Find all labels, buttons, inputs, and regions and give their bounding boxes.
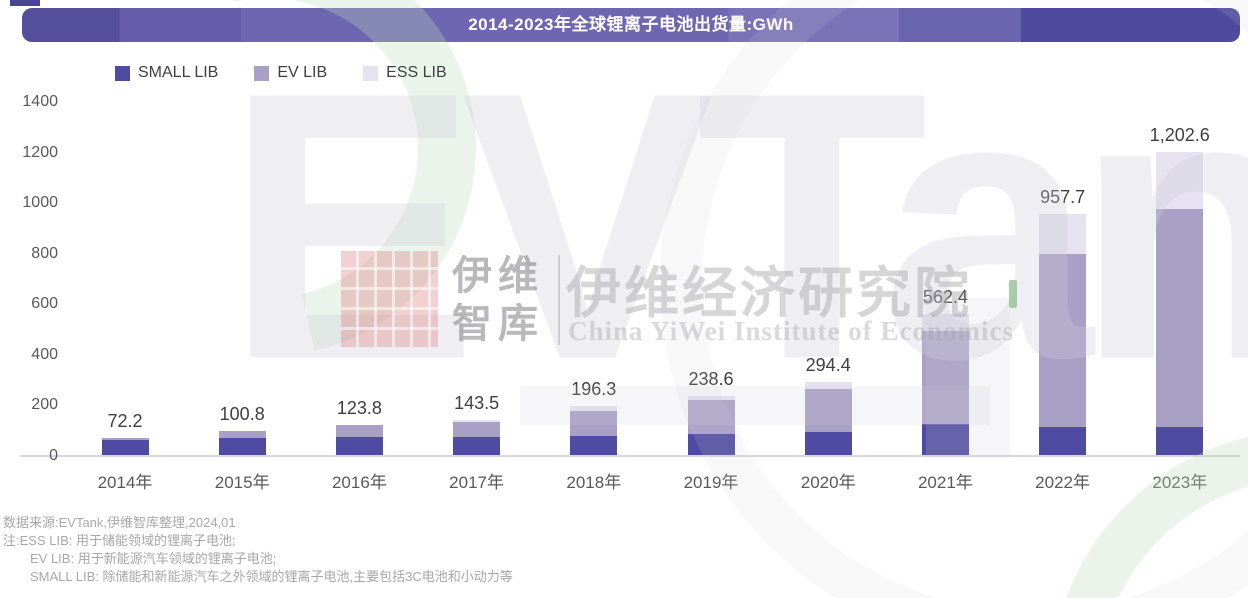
bar-segment-ev-lib xyxy=(1156,208,1204,428)
x-axis-label-2019年: 2019年 xyxy=(683,473,739,492)
legend-label: EV LIB xyxy=(277,64,328,81)
bar-2022年 xyxy=(1039,214,1087,456)
bar-2020年 xyxy=(804,381,852,456)
legend-item-small-lib: SMALL LIB xyxy=(115,64,218,82)
bar-2017年 xyxy=(453,419,501,456)
total-label-2014年: 72.2 xyxy=(107,410,143,431)
bar-segment-small-lib xyxy=(921,424,969,456)
bar-segment-ess-lib xyxy=(804,381,852,390)
x-axis-label-2020年: 2020年 xyxy=(800,473,856,492)
bar-segment-small-lib xyxy=(1039,427,1087,456)
total-label-2019年: 238.6 xyxy=(688,368,734,389)
chart-title: 2014-2023年全球锂离子电池出货量:GWh xyxy=(468,15,794,34)
total-label-2021年: 562.4 xyxy=(922,286,968,307)
bar-segment-ess-lib xyxy=(1156,152,1204,209)
bar-segment-ev-lib xyxy=(921,330,969,425)
bar-segment-ev-lib xyxy=(453,421,501,437)
bar-segment-ess-lib xyxy=(921,313,969,331)
x-axis-label-2022年: 2022年 xyxy=(1035,473,1090,492)
bar-segment-ev-lib xyxy=(101,438,149,441)
banner-accent-strip xyxy=(10,0,40,6)
y-axis-tick-1200: 1200 xyxy=(22,143,58,161)
y-axis-tick-200: 200 xyxy=(31,396,58,414)
bar-segment-ess-lib xyxy=(687,395,735,400)
total-label-2022年: 957.7 xyxy=(1040,187,1086,208)
x-axis-label-2017年: 2017年 xyxy=(449,473,504,492)
bar-2021年 xyxy=(921,313,969,456)
bar-segment-small-lib xyxy=(1156,427,1204,456)
bar-segment-ess-lib xyxy=(218,430,266,432)
y-axis-tick-1000: 1000 xyxy=(22,194,58,212)
bar-segment-ev-lib xyxy=(218,431,266,438)
x-axis-label-2021年: 2021年 xyxy=(917,473,973,492)
legend-label: ESS LIB xyxy=(386,64,447,81)
bar-segment-small-lib xyxy=(101,440,149,456)
x-axis-label-2018年: 2018年 xyxy=(566,473,622,492)
y-axis-tick-600: 600 xyxy=(31,295,58,313)
bar-segment-ev-lib xyxy=(804,389,852,433)
total-label-2017年: 143.5 xyxy=(454,392,500,413)
bar-segment-ev-lib xyxy=(570,411,618,436)
bar-segment-ess-lib xyxy=(1039,214,1087,255)
legend-item-ev-lib: EV LIB xyxy=(254,64,327,82)
bar-segment-small-lib xyxy=(453,436,501,456)
x-axis-label-2016年: 2016年 xyxy=(331,473,387,492)
bar-segment-ev-lib xyxy=(687,399,735,435)
y-axis-tick-800: 800 xyxy=(31,244,58,262)
legend-swatch-icon xyxy=(254,65,270,81)
bar-segment-small-lib xyxy=(218,437,266,456)
y-axis-tick-1400: 1400 xyxy=(22,93,58,111)
x-axis-label-2023年: 2023年 xyxy=(1152,473,1208,492)
legend-label: SMALL LIB xyxy=(138,64,219,81)
bar-2019年 xyxy=(687,395,735,456)
bar-segment-small-lib xyxy=(804,432,852,456)
y-axis-tick-0: 0 xyxy=(49,447,58,464)
legend-swatch-icon xyxy=(363,65,379,81)
note-ess-lib: 注:ESS LIB: 用于储能领域的锂离子电池; xyxy=(3,533,236,548)
x-axis-label-2015年: 2015年 xyxy=(214,473,270,492)
total-label-2020年: 294.4 xyxy=(805,354,851,375)
bar-segment-ev-lib xyxy=(1039,254,1087,428)
note-ev-lib: EV LIB: 用于新能源汽车领域的锂离子电池; xyxy=(30,551,277,566)
bar-2015年 xyxy=(218,430,266,456)
x-axis-line xyxy=(20,455,1240,457)
note-small-lib: SMALL LIB: 除储能和新能源汽车之外领域的锂离子电池,主要包括3C电池和… xyxy=(30,569,513,584)
bar-2014年 xyxy=(101,437,149,456)
bar-2018年 xyxy=(570,406,618,456)
total-label-2018年: 196.3 xyxy=(571,379,617,400)
x-axis-label-2014年: 2014年 xyxy=(97,473,153,492)
bar-2016年 xyxy=(335,424,383,456)
bar-segment-ev-lib xyxy=(335,425,383,438)
bar-2023年 xyxy=(1156,152,1204,456)
total-label-2016年: 123.8 xyxy=(336,397,382,418)
data-source-note: 数据来源:EVTank,伊维智库整理,2024,01 xyxy=(3,515,236,530)
title-banner: 2014-2023年全球锂离子电池出货量:GWh xyxy=(22,8,1240,42)
bar-segment-ess-lib xyxy=(335,424,383,426)
y-axis-tick-400: 400 xyxy=(31,345,58,363)
bar-segment-ess-lib xyxy=(453,419,501,422)
bar-segment-small-lib xyxy=(335,437,383,456)
legend-item-ess-lib: ESS LIB xyxy=(363,64,447,82)
legend: SMALL LIB EV LIB ESS LIB xyxy=(115,64,447,82)
bar-segment-small-lib xyxy=(687,434,735,456)
bar-segment-small-lib xyxy=(570,435,618,456)
total-label-2023年: 1,202.6 xyxy=(1149,125,1210,146)
bar-segment-ess-lib xyxy=(570,406,618,412)
legend-swatch-icon xyxy=(115,65,130,81)
footnotes: 数据来源:EVTank,伊维智库整理,2024,01 注:ESS LIB: 用于… xyxy=(3,514,513,586)
total-label-2015年: 100.8 xyxy=(219,403,265,424)
